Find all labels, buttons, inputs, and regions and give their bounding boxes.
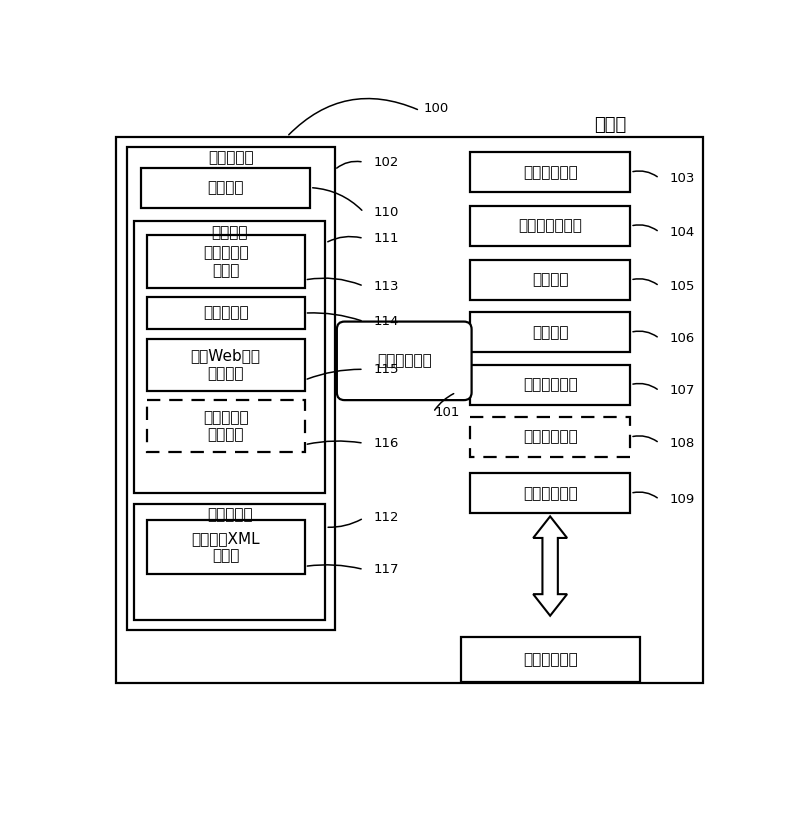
Text: 116: 116 — [374, 437, 399, 450]
Text: 影像识别及
转换单元: 影像识别及 转换单元 — [202, 410, 248, 442]
Text: 110: 110 — [374, 206, 399, 219]
Bar — [146, 400, 305, 452]
Bar — [146, 297, 305, 329]
Text: 103: 103 — [670, 172, 695, 185]
Text: 影像读取设备: 影像读取设备 — [522, 430, 578, 445]
Text: 109: 109 — [670, 493, 694, 506]
Text: 公共对象库: 公共对象库 — [202, 305, 248, 320]
Text: 114: 114 — [374, 315, 399, 328]
Text: 104: 104 — [670, 226, 694, 239]
Text: 102: 102 — [374, 156, 399, 169]
Bar — [461, 637, 640, 682]
Bar — [116, 137, 702, 684]
Text: 网络通信单元: 网络通信单元 — [522, 486, 578, 500]
Bar — [146, 338, 305, 391]
Text: 108: 108 — [670, 437, 694, 450]
Bar — [134, 504, 326, 619]
Text: 基于Web的网
络浏览器: 基于Web的网 络浏览器 — [190, 349, 261, 381]
Text: 106: 106 — [670, 332, 694, 345]
Text: 输出设备: 输出设备 — [532, 325, 568, 340]
Text: 应用程序: 应用程序 — [211, 224, 248, 240]
FancyBboxPatch shape — [337, 322, 472, 400]
Text: 中央处理单元: 中央处理单元 — [377, 353, 432, 369]
Text: 113: 113 — [374, 279, 399, 292]
Text: 系统存储器: 系统存储器 — [208, 150, 254, 165]
Text: 客户机: 客户机 — [594, 116, 626, 134]
Text: 传统表单识
别单元: 传统表单识 别单元 — [202, 246, 248, 278]
Bar — [470, 417, 630, 457]
Text: 100: 100 — [423, 102, 448, 115]
Bar — [134, 221, 326, 492]
Text: 操作系统: 操作系统 — [207, 180, 243, 195]
Text: 模板信息XML
字符串: 模板信息XML 字符串 — [191, 531, 260, 563]
Bar — [146, 235, 305, 287]
Text: 112: 112 — [374, 511, 399, 524]
Bar — [470, 152, 630, 192]
Text: 107: 107 — [670, 384, 695, 397]
Bar — [470, 260, 630, 300]
Text: 115: 115 — [374, 363, 399, 376]
Bar — [141, 168, 310, 208]
Text: 105: 105 — [670, 279, 695, 292]
Text: 非移动存储设备: 非移动存储设备 — [518, 219, 582, 233]
Text: 输入设备: 输入设备 — [532, 273, 568, 287]
Text: 111: 111 — [374, 232, 399, 245]
Text: 117: 117 — [374, 563, 399, 576]
Text: 数据读取设备: 数据读取设备 — [522, 378, 578, 392]
Text: 101: 101 — [434, 406, 460, 419]
Bar — [146, 520, 305, 574]
Polygon shape — [534, 517, 567, 616]
Text: 移动存储设备: 移动存储设备 — [522, 165, 578, 179]
Bar — [470, 312, 630, 352]
Bar — [126, 147, 334, 631]
Text: 其它网络设备: 其它网络设备 — [523, 652, 578, 667]
Bar — [470, 473, 630, 514]
Bar — [470, 364, 630, 405]
Bar — [470, 206, 630, 247]
Text: 程序数据区: 程序数据区 — [207, 507, 253, 523]
